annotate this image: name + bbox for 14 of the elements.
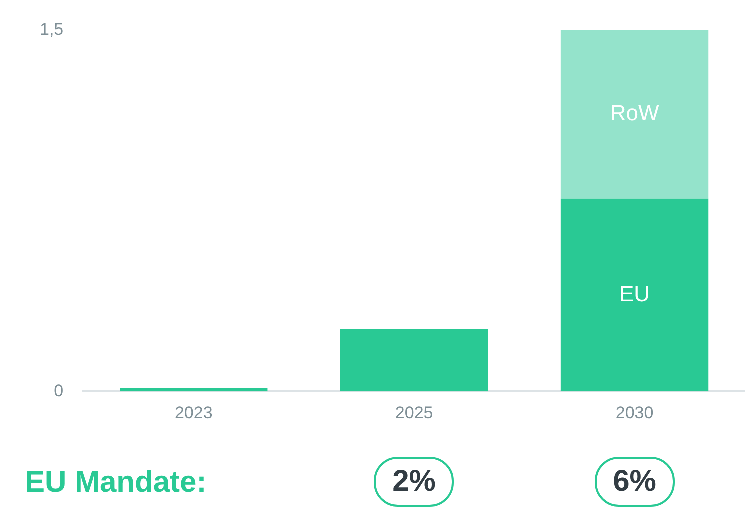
y-tick-label: 1,5 bbox=[40, 20, 64, 39]
bar bbox=[560, 30, 709, 199]
x-tick-label: 2023 bbox=[174, 403, 213, 422]
bar bbox=[340, 328, 488, 392]
text: 2% bbox=[374, 457, 454, 507]
x-tick-label: 2025 bbox=[395, 403, 434, 422]
series-label: EU bbox=[619, 281, 650, 306]
bar bbox=[560, 198, 709, 392]
x-tick-label: 2030 bbox=[616, 403, 654, 422]
y-tick-label: 0 bbox=[54, 381, 64, 400]
text: EU Mandate: bbox=[25, 466, 207, 500]
series-label: RoW bbox=[610, 100, 660, 126]
text: 6% bbox=[594, 457, 675, 507]
bar bbox=[120, 388, 268, 392]
